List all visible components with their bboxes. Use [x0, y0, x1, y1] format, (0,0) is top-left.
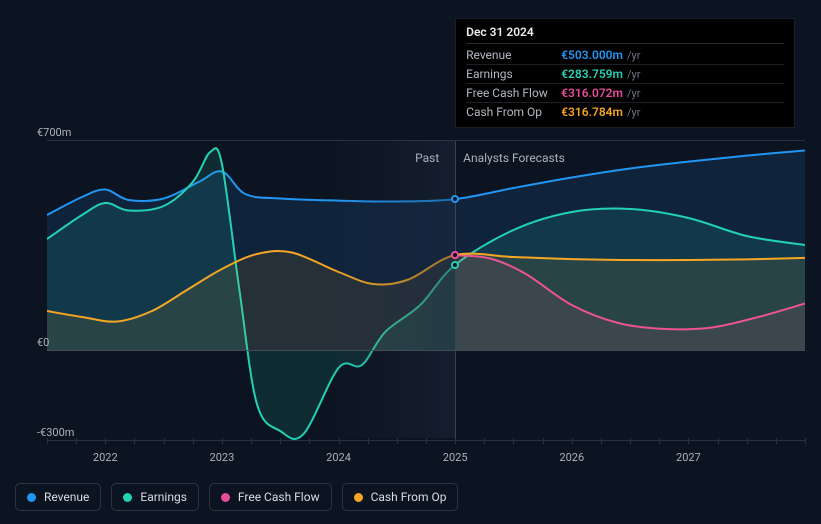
- x-tick: [397, 438, 398, 444]
- legend-item-cash_from_op[interactable]: Cash From Op: [342, 483, 459, 511]
- chart-plot: [47, 140, 805, 440]
- past-zone-label: Past: [415, 151, 439, 165]
- x-tick: [630, 438, 631, 444]
- tooltip-row-unit: /yr: [627, 68, 640, 81]
- tooltip: Dec 31 2024 Revenue€503.000m/yrEarnings€…: [455, 18, 795, 128]
- x-tick: [513, 438, 514, 444]
- tooltip-row-value: €316.784m: [561, 105, 623, 119]
- tooltip-row-revenue: Revenue€503.000m/yr: [466, 46, 784, 65]
- legend-label: Revenue: [44, 490, 89, 504]
- legend-item-revenue[interactable]: Revenue: [15, 483, 101, 511]
- legend-item-free_cash_flow[interactable]: Free Cash Flow: [209, 483, 332, 511]
- x-tick: [659, 438, 660, 444]
- x-tick: [222, 438, 223, 444]
- tooltip-row-unit: /yr: [627, 49, 640, 62]
- tooltip-row-cash_from_op: Cash From Op€316.784m/yr: [466, 103, 784, 121]
- x-tick: [601, 438, 602, 444]
- x-tick: [776, 438, 777, 444]
- earnings-marker: [451, 261, 459, 269]
- legend-swatch: [354, 493, 363, 502]
- tooltip-row-unit: /yr: [627, 106, 640, 119]
- x-tick: [193, 438, 194, 444]
- x-tick: [805, 438, 806, 444]
- legend-swatch: [221, 493, 230, 502]
- y-axis-label: €700m: [37, 126, 71, 139]
- x-axis-label: 2022: [93, 451, 118, 464]
- legend-label: Cash From Op: [371, 490, 447, 504]
- x-tick: [718, 438, 719, 444]
- tooltip-row-free_cash_flow: Free Cash Flow€316.072m/yr: [466, 84, 784, 103]
- x-tick: [572, 438, 573, 444]
- legend-swatch: [123, 493, 132, 502]
- tooltip-row-label: Free Cash Flow: [466, 86, 561, 100]
- tooltip-row-value: €283.759m: [561, 67, 623, 81]
- free_cash_flow-marker: [451, 251, 459, 259]
- legend-swatch: [27, 493, 36, 502]
- x-tick: [484, 438, 485, 444]
- chart-container: Past Analysts Forecasts Dec 31 2024 Reve…: [15, 0, 806, 445]
- tooltip-row-label: Cash From Op: [466, 105, 561, 119]
- legend-item-earnings[interactable]: Earnings: [111, 483, 199, 511]
- x-axis-label: 2024: [326, 451, 351, 464]
- past-future-divider: [455, 140, 456, 438]
- x-tick: [543, 438, 544, 444]
- tooltip-row-value: €503.000m: [561, 48, 623, 62]
- x-tick: [368, 438, 369, 444]
- gridline: [47, 350, 805, 351]
- revenue-marker: [451, 195, 459, 203]
- legend: Revenue Earnings Free Cash Flow Cash From O…: [15, 483, 458, 511]
- x-tick: [105, 438, 106, 444]
- y-axis-label: -€300m: [37, 426, 74, 439]
- x-axis-label: 2027: [676, 451, 701, 464]
- tooltip-date: Dec 31 2024: [466, 25, 784, 44]
- x-tick: [76, 438, 77, 444]
- tooltip-row-unit: /yr: [627, 87, 640, 100]
- tooltip-row-earnings: Earnings€283.759m/yr: [466, 65, 784, 84]
- x-tick: [426, 438, 427, 444]
- x-tick: [455, 438, 456, 444]
- x-tick: [251, 438, 252, 444]
- legend-label: Earnings: [140, 490, 187, 504]
- x-tick: [134, 438, 135, 444]
- y-axis-label: €0: [37, 336, 49, 349]
- tooltip-row-value: €316.072m: [561, 86, 623, 100]
- x-tick: [339, 438, 340, 444]
- gridline: [47, 140, 805, 141]
- tooltip-row-label: Earnings: [466, 67, 561, 81]
- x-axis-label: 2025: [443, 451, 468, 464]
- x-axis-label: 2023: [210, 451, 235, 464]
- x-tick: [309, 438, 310, 444]
- x-tick: [47, 438, 48, 444]
- x-axis-label: 2026: [559, 451, 584, 464]
- x-tick: [747, 438, 748, 444]
- x-tick: [164, 438, 165, 444]
- x-tick: [688, 438, 689, 444]
- tooltip-row-label: Revenue: [466, 48, 561, 62]
- legend-label: Free Cash Flow: [238, 490, 320, 504]
- x-tick: [280, 438, 281, 444]
- forecast-zone-label: Analysts Forecasts: [463, 151, 565, 165]
